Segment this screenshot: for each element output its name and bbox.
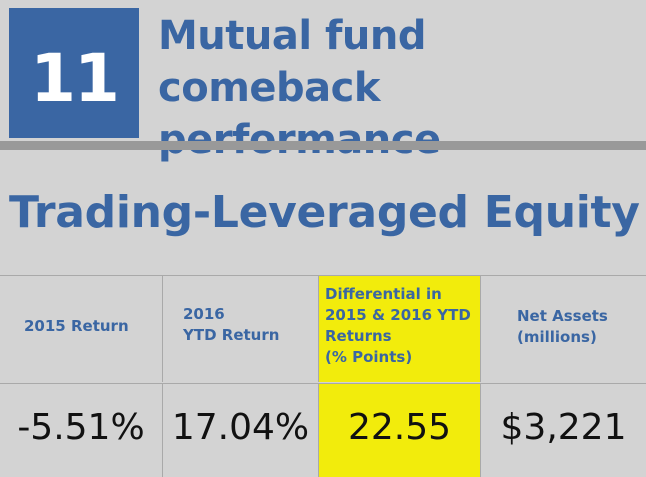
column-header: Net Assets (millions): [517, 307, 608, 346]
table-header-row: 2015 Return 2016 YTD Return Differential…: [0, 276, 646, 382]
header: 11 Mutual fund comeback performance: [0, 0, 646, 163]
page-title: Mutual fund comeback performance: [158, 13, 441, 163]
rank-number: 11: [30, 39, 120, 117]
header-cell-2016-ytd-return: 2016 YTD Return: [163, 276, 319, 382]
fund-category-heading: Trading-Leveraged Equity: [9, 187, 640, 238]
header-divider: [0, 141, 646, 150]
cell-value: $3,221: [500, 407, 627, 448]
header-cell-differential: Differential in 2015 & 2016 YTD Returns …: [319, 276, 481, 382]
column-header: 2015 Return: [24, 317, 129, 335]
value-cell-net-assets: $3,221: [481, 384, 646, 477]
rank-badge: 11: [9, 8, 139, 138]
cell-value: 22.55: [347, 407, 452, 448]
cell-value: -5.51%: [17, 407, 145, 448]
column-header: Differential in 2015 & 2016 YTD Returns …: [325, 285, 471, 366]
header-cell-2015-return: 2015 Return: [0, 276, 163, 382]
header-cell-net-assets: Net Assets (millions): [481, 276, 646, 382]
cell-value: 17.04%: [171, 407, 310, 448]
returns-table: 2015 Return 2016 YTD Return Differential…: [0, 275, 646, 477]
column-header: 2016 YTD Return: [183, 305, 280, 344]
table-row: -5.51% 17.04% 22.55 $3,221: [0, 383, 646, 477]
value-cell-2016-ytd-return: 17.04%: [163, 384, 319, 477]
value-cell-differential: 22.55: [319, 384, 481, 477]
value-cell-2015-return: -5.51%: [0, 384, 163, 477]
